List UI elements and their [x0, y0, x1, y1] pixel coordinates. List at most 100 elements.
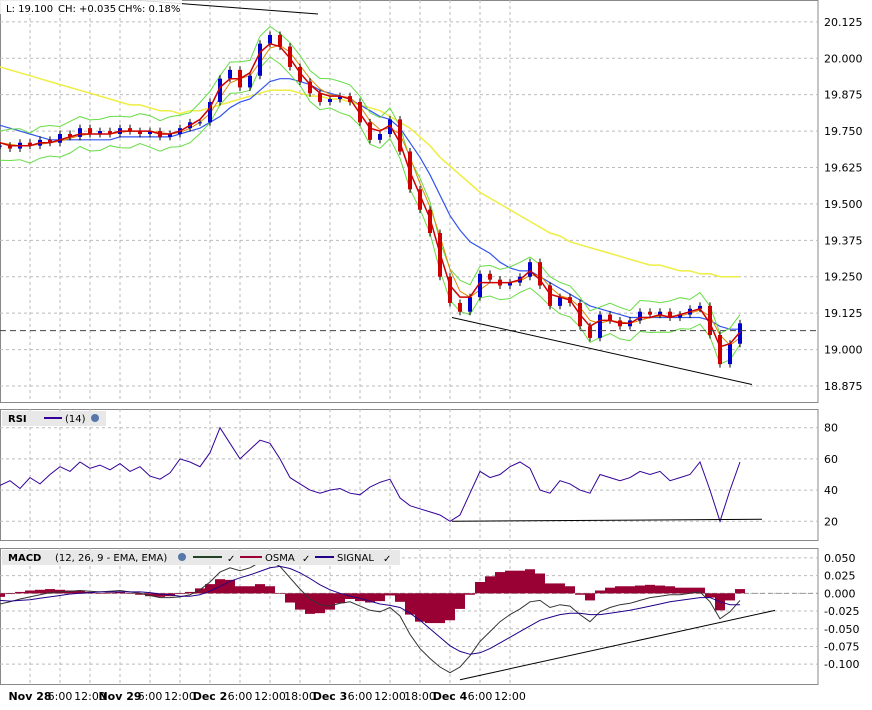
rsi-panel[interactable]: [0, 426, 763, 523]
macd-panel[interactable]: [0, 560, 818, 681]
macd-y-tick-label: -0.075: [824, 640, 859, 653]
macd-label: MACD: [8, 553, 41, 564]
signal-check-icon[interactable]: ✓: [383, 554, 391, 565]
macd-y-tick-label: -0.050: [824, 623, 859, 636]
rsi-y-tick-label: 80: [824, 422, 838, 435]
osma-check-icon[interactable]: ✓: [302, 554, 310, 565]
x-tick-label: 12:00: [164, 690, 196, 703]
price-panel[interactable]: [0, 0, 818, 386]
candle-body: [718, 335, 722, 365]
price-change: CH: +0.035: [58, 4, 116, 15]
candle-body: [548, 285, 552, 306]
macd-line-check-icon[interactable]: ✓: [227, 554, 235, 565]
candle-body: [428, 209, 432, 234]
candle-body: [508, 282, 512, 286]
osma-bar: [675, 587, 685, 594]
osma-bar: [425, 593, 435, 624]
candle-body: [308, 81, 312, 94]
osma-bar: [125, 593, 135, 594]
x-tick-label: 6:00: [468, 690, 493, 703]
x-tick-label: 6:00: [348, 690, 373, 703]
osma-bar: [235, 586, 245, 594]
price-y-tick-label: 19.750: [824, 125, 863, 138]
osma-bar: [295, 593, 305, 610]
osma-bar: [95, 593, 105, 594]
osma-bar: [695, 587, 705, 594]
osma-bar: [575, 593, 585, 595]
macd-settings-icon[interactable]: [178, 553, 186, 561]
rsi-param: (14): [65, 414, 86, 425]
candle-body: [358, 101, 362, 123]
osma-bar: [435, 593, 445, 624]
osma-bar: [365, 593, 375, 603]
osma-bar: [115, 591, 125, 594]
rsi-trendline[interactable]: [451, 518, 763, 522]
macd-legend[interactable]: MACD (12, 26, 9 - EMA, EMA) ✓ OSMA ✓ SIG…: [2, 550, 400, 565]
candle-body: [418, 189, 422, 210]
candle-body: [458, 302, 462, 312]
price-change-pct: CH%: 0.18%: [118, 4, 180, 15]
candle-body: [58, 134, 62, 143]
candle-body: [638, 311, 642, 321]
candle-body: [738, 323, 742, 344]
osma-bar: [335, 593, 345, 604]
osma-bar: [265, 586, 275, 594]
candle-body: [138, 131, 142, 134]
candle-body: [678, 314, 682, 318]
macd-y-tick-label: -0.100: [824, 658, 859, 671]
osma-bar: [225, 579, 235, 594]
osma-bar: [175, 593, 185, 595]
osma-bar: [615, 586, 625, 594]
osma-bar: [555, 583, 565, 594]
macd-trendline[interactable]: [459, 609, 776, 681]
candle-body: [218, 78, 222, 102]
osma-bar: [155, 593, 165, 597]
bollinger-upper-line: [0, 25, 741, 335]
osma-bar: [5, 593, 15, 595]
osma-bar: [565, 586, 575, 594]
osma-bar: [355, 593, 365, 602]
bollinger-lower-line: [0, 56, 741, 365]
osma-bar: [445, 593, 455, 621]
macd-y-tick-label: 0.000: [824, 587, 856, 600]
osma-bar: [705, 593, 715, 598]
candle-body: [398, 119, 402, 152]
candle-body: [78, 128, 82, 137]
x-tick-label: 6:00: [48, 690, 73, 703]
candle-body: [728, 343, 732, 365]
osma-bar: [75, 590, 85, 594]
macd-y-tick-label: -0.025: [824, 605, 859, 618]
osma-bar: [305, 593, 315, 614]
candle-body: [108, 131, 112, 134]
rsi-settings-icon[interactable]: [91, 414, 99, 422]
candle-body: [198, 122, 202, 124]
sma-slow-line: [0, 78, 740, 330]
osma-bar: [685, 587, 695, 594]
osma-bar: [625, 586, 635, 594]
x-tick-label: 12:00: [74, 690, 106, 703]
candle-body: [368, 122, 372, 140]
osma-bar: [195, 588, 205, 594]
rsi-legend[interactable]: RSI (14): [2, 411, 106, 426]
rsi-y-tick-label: 20: [824, 515, 838, 528]
rsi-label: RSI: [8, 414, 27, 425]
price-y-tick-label: 20.000: [824, 52, 863, 65]
osma-bar: [475, 582, 485, 594]
osma-bar: [105, 592, 115, 594]
osma-bar: [205, 584, 215, 594]
candle-body: [658, 311, 662, 315]
candle-body: [478, 273, 482, 298]
osma-bar: [245, 586, 255, 594]
osma-bar: [15, 591, 25, 594]
candle-body: [698, 305, 702, 309]
candle-body: [468, 297, 472, 312]
osma-bar: [0, 593, 5, 597]
osma-label: OSMA: [265, 553, 295, 564]
header-bg: [0, 0, 182, 14]
macd-y-tick-label: 0.050: [824, 552, 856, 565]
support-trendline[interactable]: [451, 317, 753, 386]
rsi-line: [0, 426, 741, 523]
x-tick-label: Nov 29: [98, 690, 141, 703]
